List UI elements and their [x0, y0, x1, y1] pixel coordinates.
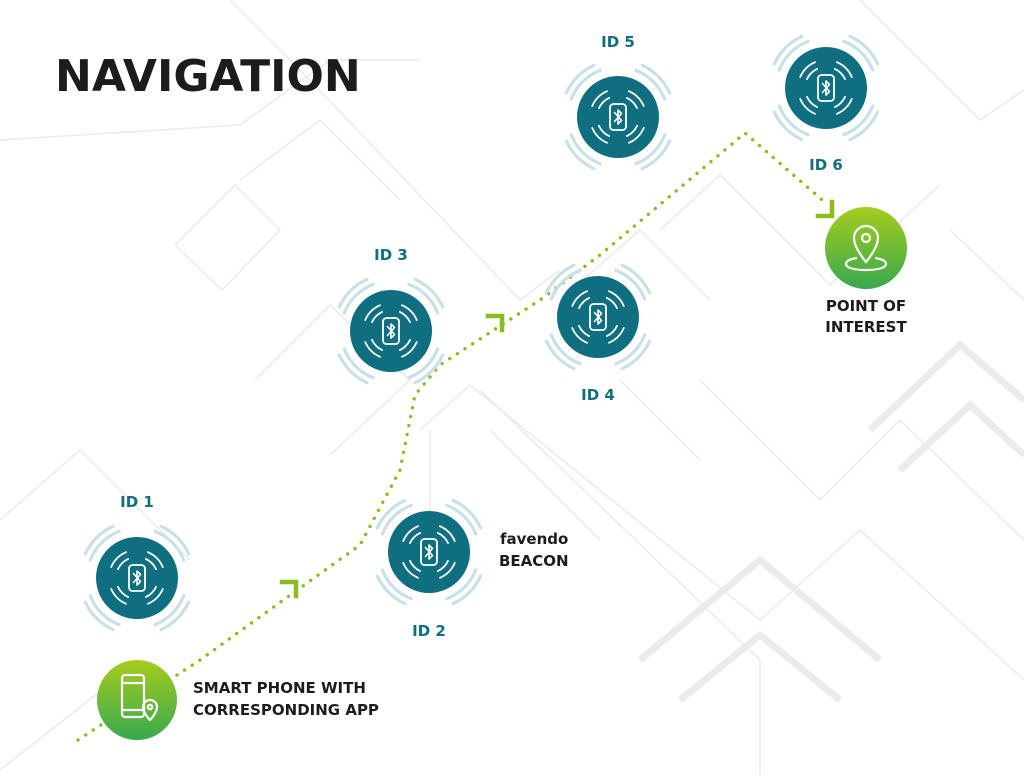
beacon-1 [83, 524, 191, 632]
smartphone-node [97, 660, 177, 740]
beacon-2-label: ID 2 [412, 622, 446, 640]
beacon-2 [375, 498, 483, 606]
page-title: NAVIGATION [55, 51, 361, 102]
favendo-logo: favendo [500, 530, 568, 548]
beacon-4 [544, 263, 652, 371]
direction-arrow-3 [815, 199, 835, 219]
beacon-4-label: ID 4 [581, 386, 615, 404]
favendo-logo-text: favendo [500, 530, 568, 548]
phone-label-line2: CORRESPONDING APP [193, 701, 379, 719]
beacon-6 [772, 34, 880, 142]
bluetooth-icon [544, 263, 652, 371]
background-chevrons [637, 340, 1024, 703]
direction-arrow-1 [279, 579, 299, 599]
beacon-3 [337, 277, 445, 385]
direction-arrow-2 [485, 313, 505, 333]
beacon-5-label: ID 5 [601, 33, 635, 51]
map-pin-icon [844, 224, 888, 272]
bluetooth-icon [564, 63, 672, 171]
phone-label-line1: SMART PHONE WITH [193, 679, 366, 697]
bluetooth-icon [375, 498, 483, 606]
beacon-3-label: ID 3 [374, 246, 408, 264]
bluetooth-icon [772, 34, 880, 142]
beacon-legend-label: BEACON [499, 552, 569, 570]
point-of-interest-node [825, 207, 907, 289]
beacon-1-label: ID 1 [120, 493, 154, 511]
bluetooth-icon [337, 277, 445, 385]
poi-label-line2: INTEREST [825, 318, 907, 336]
beacon-6-label: ID 6 [809, 156, 843, 174]
beacon-5 [564, 63, 672, 171]
smartphone-location-icon [120, 673, 159, 722]
navigation-path [76, 130, 835, 742]
bluetooth-icon [83, 524, 191, 632]
poi-label-line1: POINT OF [826, 297, 906, 315]
